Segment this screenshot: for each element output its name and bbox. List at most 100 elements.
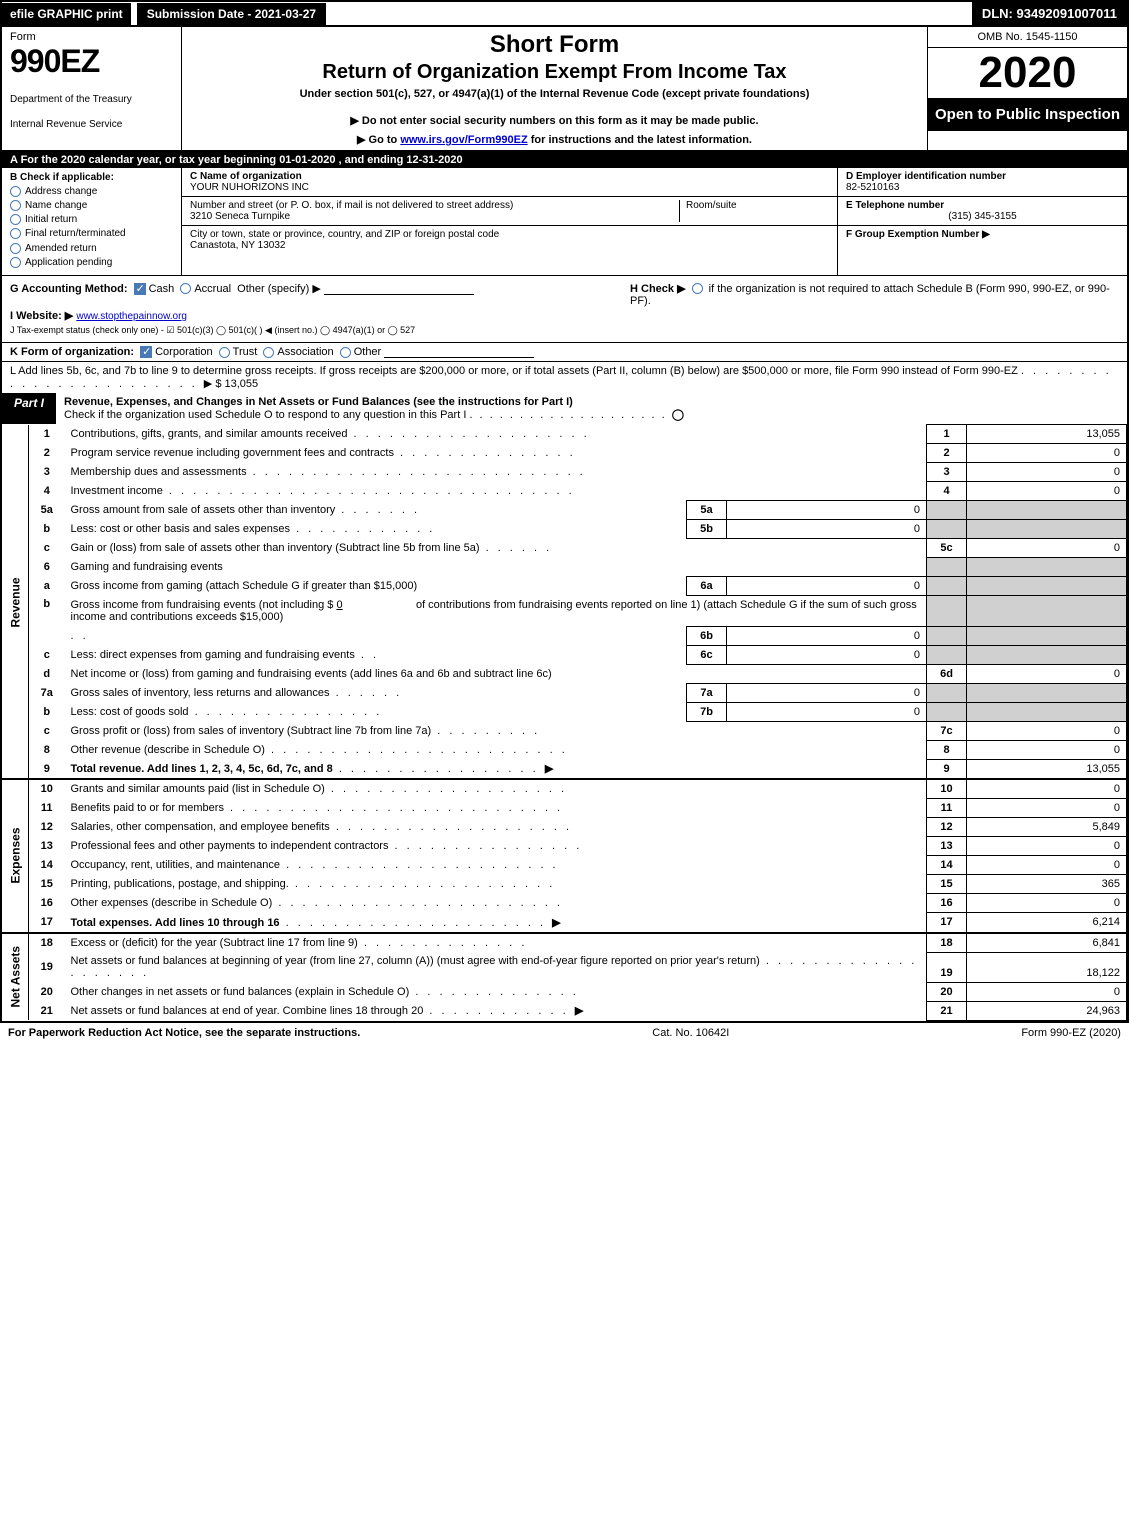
line-6b-mv: 0 bbox=[727, 626, 927, 645]
chk-trust[interactable] bbox=[219, 347, 230, 358]
chk-accrual[interactable] bbox=[180, 283, 191, 294]
i-label: I Website: ▶ bbox=[10, 310, 73, 322]
line-12-col: 12 bbox=[927, 818, 967, 837]
chk-other-org[interactable] bbox=[340, 347, 351, 358]
line-17-col: 17 bbox=[927, 913, 967, 933]
instr2-post: for instructions and the latest informat… bbox=[528, 134, 752, 146]
line-6c-mv: 0 bbox=[727, 645, 927, 664]
line-6b-num: b bbox=[29, 595, 65, 645]
opt-amended: Amended return bbox=[25, 243, 97, 254]
line-5b-desc: Less: cost or other basis and sales expe… bbox=[71, 523, 291, 535]
chk-app-pending[interactable] bbox=[10, 257, 21, 268]
instruction-1: ▶ Do not enter social security numbers o… bbox=[190, 114, 919, 127]
side-netassets: Net Assets bbox=[2, 933, 29, 1021]
opt-name-change: Name change bbox=[25, 200, 87, 211]
line-11-num: 11 bbox=[29, 799, 65, 818]
title-main: Short Form bbox=[190, 31, 919, 59]
part1-check-box[interactable]: ◯ bbox=[672, 409, 684, 421]
website-link[interactable]: www.stopthepainnow.org bbox=[76, 311, 187, 322]
line-13-col: 13 bbox=[927, 837, 967, 856]
line-6b-mc: 6b bbox=[687, 626, 727, 645]
line-18-desc: Excess or (deficit) for the year (Subtra… bbox=[71, 937, 358, 949]
chk-h[interactable] bbox=[692, 283, 703, 294]
line-18-num: 18 bbox=[29, 933, 65, 953]
line-12-num: 12 bbox=[29, 818, 65, 837]
line-20-num: 20 bbox=[29, 982, 65, 1001]
row-l: L Add lines 5b, 6c, and 7b to line 9 to … bbox=[2, 361, 1127, 393]
line-1-val: 13,055 bbox=[967, 425, 1127, 444]
dept-treasury: Department of the Treasury bbox=[10, 94, 173, 105]
line-19-col: 19 bbox=[927, 952, 967, 982]
line-4-num: 4 bbox=[29, 482, 65, 501]
line-9-arrow: ▶ bbox=[545, 763, 553, 775]
info-grid: B Check if applicable: Address change Na… bbox=[2, 168, 1127, 276]
line-15-val: 365 bbox=[967, 875, 1127, 894]
line-11-col: 11 bbox=[927, 799, 967, 818]
line-9-num: 9 bbox=[29, 759, 65, 779]
chk-name-change[interactable] bbox=[10, 200, 21, 211]
line-6c-mc: 6c bbox=[687, 645, 727, 664]
line-18-val: 6,841 bbox=[967, 933, 1127, 953]
line-7a-mc: 7a bbox=[687, 683, 727, 702]
line-6d-desc: Net income or (loss) from gaming and fun… bbox=[65, 664, 927, 683]
line-1-col: 1 bbox=[927, 425, 967, 444]
row-j: J Tax-exempt status (check only one) - ☑… bbox=[10, 325, 610, 336]
chk-corp[interactable] bbox=[140, 346, 152, 358]
part1-check-text: Check if the organization used Schedule … bbox=[64, 409, 466, 421]
line-6d-num: d bbox=[29, 664, 65, 683]
header-right: OMB No. 1545-1150 2020 Open to Public In… bbox=[927, 27, 1127, 150]
line-13-desc: Professional fees and other payments to … bbox=[71, 840, 389, 852]
line-6a-mc: 6a bbox=[687, 576, 727, 595]
efile-print-button[interactable]: efile GRAPHIC print bbox=[2, 3, 131, 25]
opt-other-org: Other bbox=[354, 346, 382, 358]
title-sub: Return of Organization Exempt From Incom… bbox=[190, 61, 919, 84]
header-center: Short Form Return of Organization Exempt… bbox=[182, 27, 927, 150]
instr2-pre: ▶ Go to bbox=[357, 134, 400, 146]
opt-assoc: Association bbox=[277, 346, 333, 358]
opt-trust: Trust bbox=[233, 346, 258, 358]
opt-cash: Cash bbox=[149, 283, 175, 295]
line-21-num: 21 bbox=[29, 1001, 65, 1020]
instruction-2: ▶ Go to www.irs.gov/Form990EZ for instru… bbox=[190, 133, 919, 146]
chk-final-return[interactable] bbox=[10, 228, 21, 239]
line-20-desc: Other changes in net assets or fund bala… bbox=[71, 986, 410, 998]
line-2-num: 2 bbox=[29, 444, 65, 463]
phone-label: E Telephone number bbox=[846, 200, 1119, 211]
line-5a-desc: Gross amount from sale of assets other t… bbox=[71, 504, 336, 516]
line-6-desc: Gaming and fundraising events bbox=[65, 558, 927, 577]
line-7b-mv: 0 bbox=[727, 702, 927, 721]
submission-date: Submission Date - 2021-03-27 bbox=[137, 3, 326, 25]
other-org-blank[interactable] bbox=[384, 357, 534, 358]
chk-address-change[interactable] bbox=[10, 186, 21, 197]
line-8-col: 8 bbox=[927, 740, 967, 759]
line-8-num: 8 bbox=[29, 740, 65, 759]
line-5c-desc: Gain or (loss) from sale of assets other… bbox=[71, 542, 480, 554]
row-g-h: G Accounting Method: Cash Accrual Other … bbox=[2, 276, 1127, 342]
line-5c-col: 5c bbox=[927, 539, 967, 558]
other-specify-blank[interactable] bbox=[324, 294, 474, 295]
line-16-desc: Other expenses (describe in Schedule O) bbox=[71, 897, 273, 909]
line-7a-num: 7a bbox=[29, 683, 65, 702]
opt-address-change: Address change bbox=[25, 186, 97, 197]
line-14-col: 14 bbox=[927, 856, 967, 875]
chk-amended[interactable] bbox=[10, 243, 21, 254]
side-revenue: Revenue bbox=[2, 425, 29, 780]
city-label: City or town, state or province, country… bbox=[190, 229, 829, 240]
line-21-val: 24,963 bbox=[967, 1001, 1127, 1020]
chk-cash[interactable] bbox=[134, 283, 146, 295]
chk-assoc[interactable] bbox=[263, 347, 274, 358]
k-label: K Form of organization: bbox=[10, 346, 134, 358]
opt-final-return: Final return/terminated bbox=[25, 229, 126, 240]
line-21-arrow: ▶ bbox=[575, 1005, 583, 1017]
line-3-col: 3 bbox=[927, 463, 967, 482]
org-name-label: C Name of organization bbox=[190, 171, 829, 182]
line-5b-num: b bbox=[29, 520, 65, 539]
footer-right: Form 990-EZ (2020) bbox=[1021, 1027, 1121, 1039]
line-13-val: 0 bbox=[967, 837, 1127, 856]
part1-title: Revenue, Expenses, and Changes in Net As… bbox=[64, 396, 573, 408]
opt-initial-return: Initial return bbox=[25, 214, 77, 225]
line-16-col: 16 bbox=[927, 894, 967, 913]
chk-initial-return[interactable] bbox=[10, 214, 21, 225]
irs-link[interactable]: www.irs.gov/Form990EZ bbox=[400, 134, 527, 146]
line-5a-gray bbox=[927, 501, 967, 520]
